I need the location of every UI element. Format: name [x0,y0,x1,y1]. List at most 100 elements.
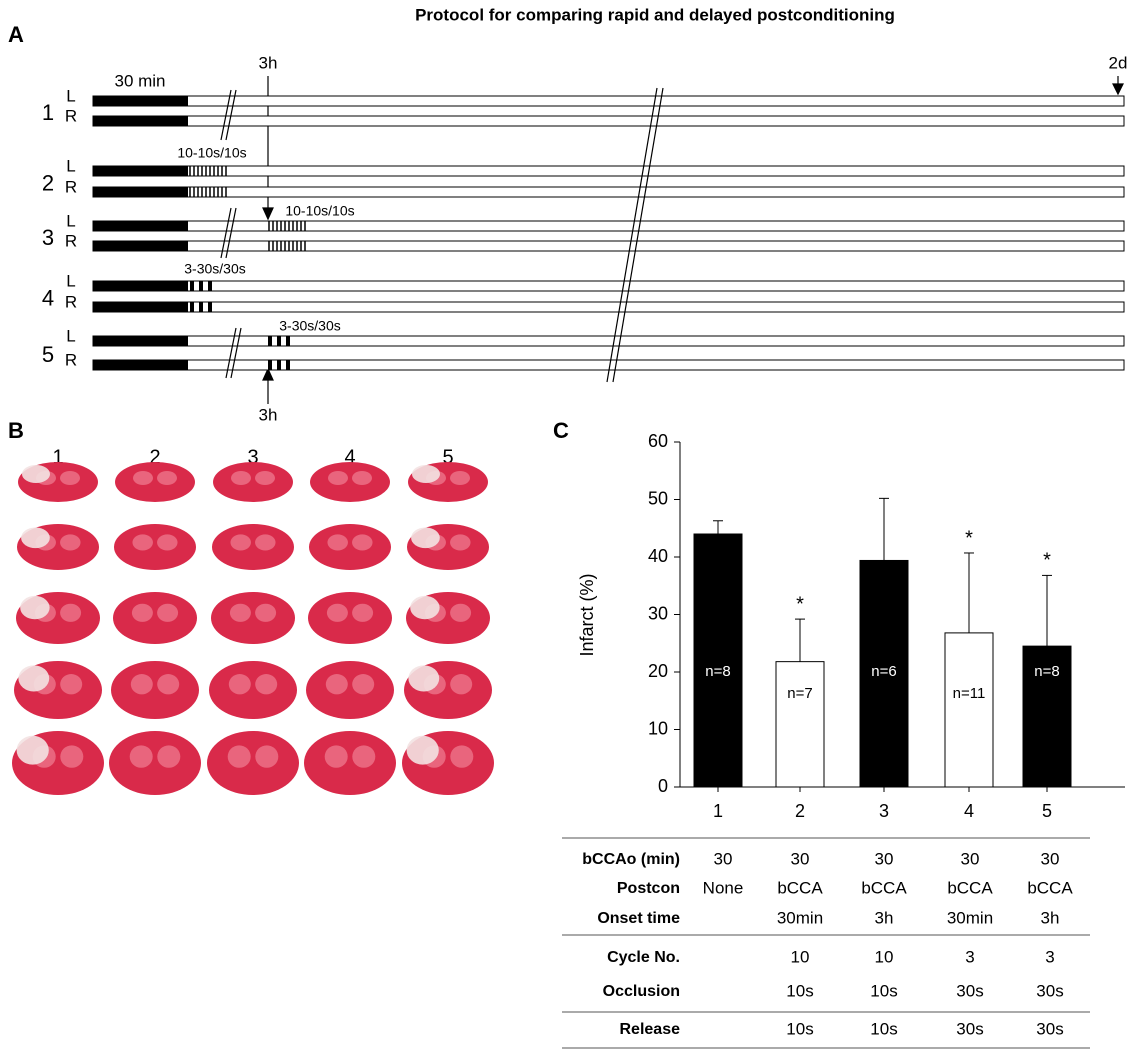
figure: Protocol for comparing rapid and delayed… [0,0,1127,1050]
slice-highlight [450,471,470,485]
slice-highlight [130,745,153,767]
table-cell: 30min [777,908,823,927]
row-header: Occlusion [603,983,680,1000]
slice-highlight [230,604,251,622]
side-label: R [65,106,77,125]
slice [308,592,392,644]
panel-label: B [8,418,24,443]
table-cell: bCCA [777,878,823,897]
slice [209,661,297,719]
table-cell: 30 [875,849,894,868]
table-cell: 30 [961,849,980,868]
timeline [93,221,1124,231]
infarct [22,465,50,483]
slice-highlight [231,471,251,485]
x-tick-label: 3 [879,801,889,821]
significance: * [796,593,804,615]
table-cell: 30s [1036,1019,1063,1038]
table-cell: 30 [714,849,733,868]
slice-highlight [352,745,375,767]
slice [114,524,196,570]
slice-highlight [450,604,471,622]
side-label: R [65,292,77,311]
slice-highlight [255,604,276,622]
x-tick-label: 1 [713,801,723,821]
y-tick-label: 20 [648,661,668,681]
slice [310,462,390,502]
slice-highlight [328,471,348,485]
row-header: Onset time [597,910,680,927]
postcon-label: 10-10s/10s [285,203,354,219]
postcon-cycle [190,281,194,291]
slice [207,731,299,795]
bar [945,633,993,787]
slice-highlight [157,674,179,694]
table-cell: 30 [1041,849,1060,868]
group-label: 2 [42,170,54,195]
postcon-label: 3-30s/30s [279,318,340,334]
infarct [18,665,49,691]
occlusion [93,281,188,291]
table-cell: 10s [786,1019,813,1038]
slice [109,731,201,795]
slice-highlight [352,604,373,622]
table-cell: bCCA [861,878,907,897]
occlusion [93,336,188,346]
slice-highlight [450,745,473,767]
slice [304,731,396,795]
postcon-cycle [208,302,212,312]
row-header: Postcon [617,880,680,897]
slice-highlight [133,471,153,485]
timeline [93,116,1124,126]
postcon-cycle [268,336,272,346]
slice-highlight [157,534,178,550]
group-label: 5 [42,342,54,367]
occlusion [93,241,188,251]
bar [776,662,824,787]
postcon-cycle [286,336,290,346]
y-tick-label: 10 [648,718,668,738]
slice-highlight [230,534,251,550]
brain-slices: 12345 [12,446,494,795]
group-label: 3 [42,225,54,250]
occlusion [93,116,188,126]
delay-label: 3h [259,53,278,72]
slice-highlight [157,604,178,622]
postcon-cycle [277,360,281,370]
table-cell: 3 [1045,947,1054,966]
x-tick-label: 4 [964,801,974,821]
ischemia-label: 30 min [114,71,165,90]
infarct [408,665,439,691]
table-cell: 30 [791,849,810,868]
slice-highlight [132,534,153,550]
occlusion [93,360,188,370]
postcon-cycle [190,302,194,312]
side-label: R [65,177,77,196]
sample-size: n=11 [953,685,986,702]
slice [111,661,199,719]
timeline [93,187,1124,197]
timeline [93,281,1124,291]
figure-title: Protocol for comparing rapid and delayed… [415,5,895,24]
infarct [412,465,440,483]
slice-highlight [352,534,373,550]
row-header: bCCAo (min) [582,851,680,868]
slice-highlight [229,674,251,694]
bar [694,534,742,787]
sample-size: n=8 [1034,663,1059,680]
slice-highlight [60,674,82,694]
postcon-cycle [286,360,290,370]
table-cell: None [703,878,744,897]
postcon-label: 10-10s/10s [177,145,246,161]
sample-size: n=8 [705,663,730,680]
table-cell: 30s [1036,981,1063,1000]
slice [309,524,391,570]
table-cell: 3h [1041,908,1060,927]
slice-highlight [157,745,180,767]
slice [213,462,293,502]
postcon-cycle [268,360,272,370]
postcon-cycle [199,281,203,291]
y-axis-label: Infarct (%) [577,573,597,656]
table-cell: 10s [870,981,897,1000]
